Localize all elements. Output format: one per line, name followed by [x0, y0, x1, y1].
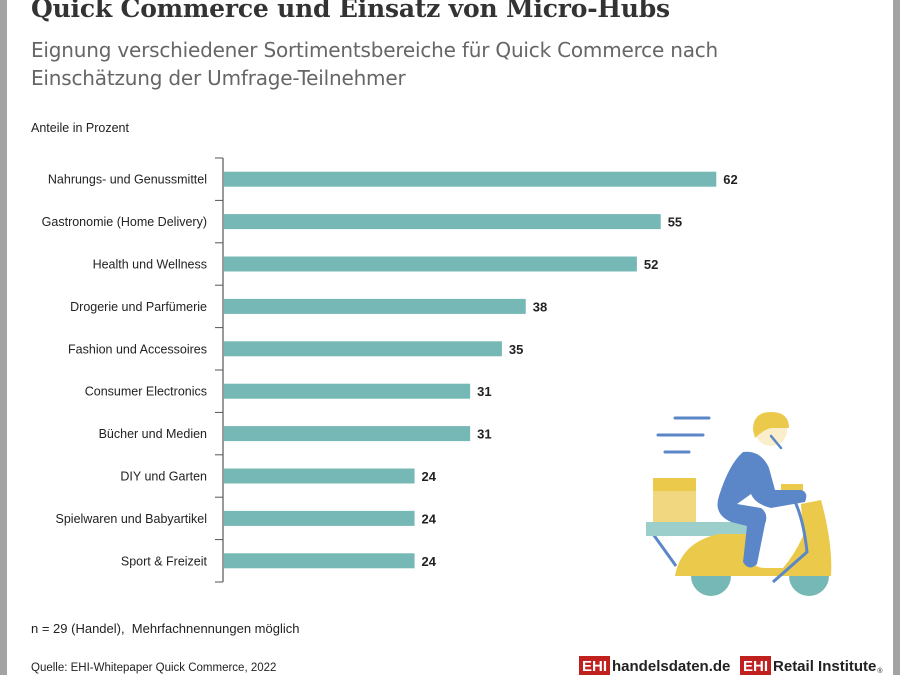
category-label: Nahrungs- und Genussmittel	[48, 173, 207, 187]
rack-strut-icon	[651, 533, 678, 567]
bar-chart: Nahrungs- und Genussmittel 62 Gastronomie …	[42, 157, 738, 583]
front-wheel-icon	[789, 576, 829, 596]
bar	[224, 214, 661, 230]
value-label: 24	[422, 554, 437, 569]
bar	[224, 468, 415, 484]
category-label: Drogerie und Parfümerie	[70, 300, 207, 314]
page-subtitle: Eignung verschiedener Sortimentsbereiche…	[31, 38, 719, 90]
box-lid-icon	[653, 478, 696, 491]
delivery-scooter-icon	[646, 412, 832, 596]
ehi-logo-box: EHI	[740, 656, 772, 675]
y-axis	[215, 157, 224, 583]
bar	[224, 171, 717, 187]
category-label: Sport & Freizeit	[121, 554, 208, 568]
bar	[224, 383, 471, 399]
value-label: 24	[422, 469, 437, 484]
value-label: 52	[644, 257, 658, 272]
source-note: Quelle: EHI-Whitepaper Quick Commerce, 2…	[31, 662, 277, 674]
bars-group: Nahrungs- und Genussmittel 62 Gastronomie …	[42, 171, 738, 569]
category-label: Gastronomie (Home Delivery)	[42, 215, 207, 229]
scooter-body-icon	[675, 500, 832, 576]
category-label: Health und Wellness	[93, 258, 207, 272]
value-label: 31	[477, 384, 491, 399]
bar	[224, 341, 502, 357]
bar	[224, 510, 415, 526]
logo-ehi-handelsdaten[interactable]: EHI handelsdaten.de	[579, 654, 730, 675]
value-label: 24	[422, 511, 437, 526]
bar	[224, 298, 526, 314]
bar	[224, 256, 637, 272]
ehi-logo-box: EHI	[579, 656, 611, 675]
bar	[224, 553, 415, 569]
page-title: Quick Commerce und Einsatz von Micro-Hub…	[31, 0, 670, 23]
rear-wheel-icon	[691, 576, 731, 596]
category-label: Fashion und Accessoires	[68, 342, 207, 356]
logo-text: Retail Institute	[773, 658, 877, 675]
value-label: 31	[477, 427, 491, 442]
bar	[224, 426, 471, 442]
footnote: n = 29 (Handel), Mehrfachnennungen mögli…	[31, 621, 300, 636]
infographic-page: Quick Commerce und Einsatz von Micro-Hub…	[7, 0, 893, 675]
value-label: 38	[533, 299, 547, 314]
helmet-strap-icon	[769, 434, 783, 450]
category-label: Consumer Electronics	[85, 385, 207, 399]
value-label: 55	[668, 215, 682, 230]
logo-text: handelsdaten.de	[612, 658, 731, 675]
rider-icon	[717, 451, 807, 568]
value-label: 62	[723, 172, 737, 187]
box-icon	[653, 491, 696, 523]
category-label: DIY und Garten	[120, 470, 207, 484]
logo-ehi-retail-institute[interactable]: EHI Retail Institute ®	[740, 654, 883, 675]
rack-icon	[646, 522, 751, 536]
value-label: 35	[509, 342, 523, 357]
unit-label: Anteile in Prozent	[31, 121, 129, 135]
category-label: Bücher und Medien	[99, 427, 207, 441]
helmet-icon	[753, 412, 789, 438]
category-label: Spielwaren und Babyartikel	[56, 512, 207, 526]
registered-mark: ®	[877, 668, 883, 675]
